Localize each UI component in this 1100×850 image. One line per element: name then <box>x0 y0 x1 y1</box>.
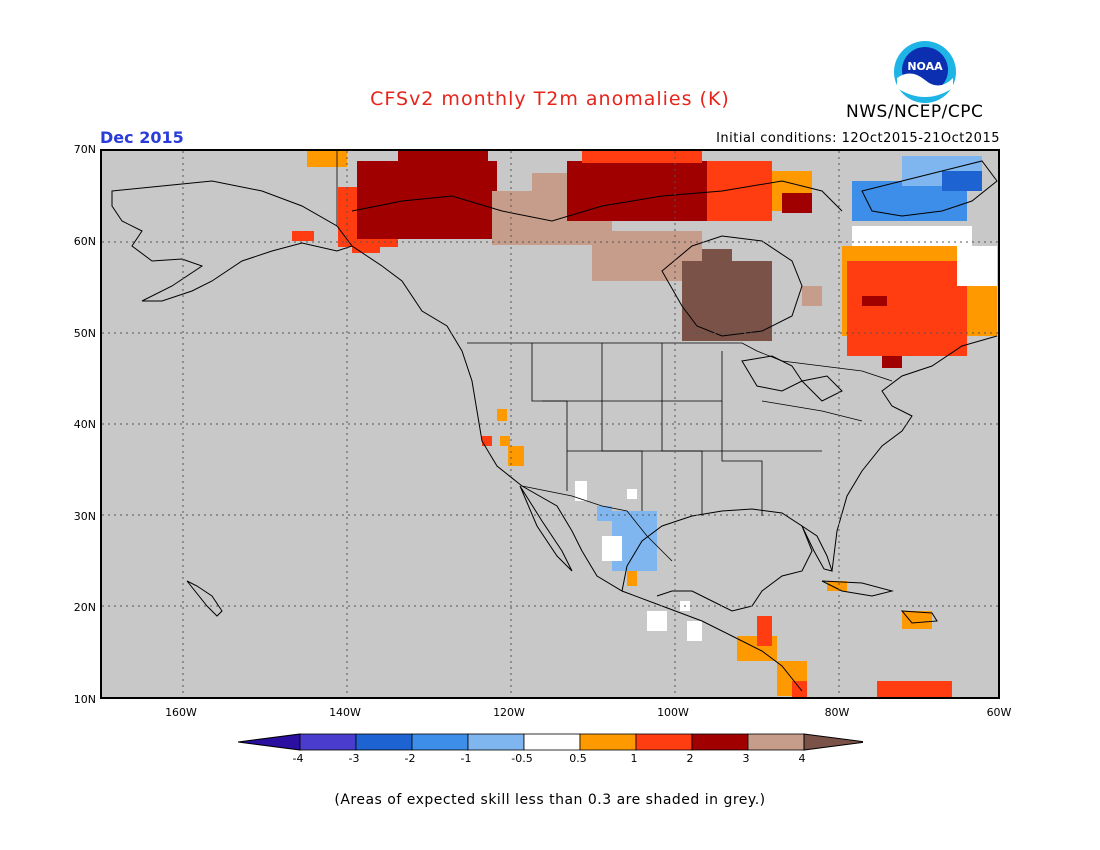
colorbar-swatch <box>523 733 581 751</box>
colorbar-label: -1 <box>460 752 472 765</box>
initial-conditions: Initial conditions: 12Oct2015-21Oct2015 <box>716 131 1000 146</box>
anomaly-cell <box>602 536 622 561</box>
anomaly-cell <box>882 356 902 368</box>
anomaly-cell <box>597 506 612 521</box>
anomaly-cell <box>757 616 772 646</box>
lon-label: 120W <box>493 706 525 719</box>
noaa-logo: NOAA <box>894 41 956 103</box>
anomaly-cell <box>687 621 702 641</box>
anomaly-cell <box>627 571 637 586</box>
target-month: Dec 2015 <box>100 128 184 147</box>
colorbar <box>238 733 863 751</box>
anomaly-cell <box>627 489 637 499</box>
anomaly-cell <box>292 231 314 241</box>
colorbar-label: 1 <box>630 752 638 765</box>
lat-label: 30N <box>73 510 96 523</box>
organization-label: NWS/NCEP/CPC <box>846 102 984 122</box>
colorbar-swatches <box>238 733 863 751</box>
anomaly-cell <box>782 193 812 213</box>
lat-label: 50N <box>73 327 96 340</box>
anomaly-cell <box>497 409 507 421</box>
colorbar-swatch <box>467 733 525 751</box>
colorbar-swatch <box>299 733 357 751</box>
anomaly-cell <box>682 261 772 341</box>
anomaly-map <box>100 149 1000 699</box>
anomaly-cell <box>702 249 732 269</box>
lat-label: 40N <box>73 418 96 431</box>
anomaly-cell <box>792 681 807 697</box>
anomaly-cell <box>508 446 524 466</box>
colorbar-label: -4 <box>292 752 304 765</box>
lon-label: 100W <box>657 706 689 719</box>
colorbar-label: 4 <box>798 752 806 765</box>
anomaly-cell <box>307 151 347 167</box>
colorbar-label: -0.5 <box>511 752 533 765</box>
graticule <box>102 151 998 697</box>
anomaly-cell <box>802 286 822 306</box>
colorbar-swatch <box>355 733 413 751</box>
lon-label: 60W <box>986 706 1012 719</box>
colorbar-swatch <box>411 733 469 751</box>
coastlines <box>111 160 998 692</box>
map-canvas <box>102 151 998 697</box>
anomaly-cell <box>847 261 967 356</box>
anomaly-cell <box>398 151 488 181</box>
anomaly-cell <box>482 436 492 446</box>
colorbar-label: 2 <box>686 752 694 765</box>
colorbar-swatch <box>579 733 637 751</box>
lon-label: 160W <box>165 706 197 719</box>
logo-text: NOAA <box>907 60 943 73</box>
anomaly-cell <box>827 581 847 591</box>
lat-label: 20N <box>73 601 96 614</box>
lat-label: 10N <box>73 693 96 706</box>
anomaly-cell <box>532 173 572 201</box>
anomaly-cell <box>500 436 510 446</box>
lat-label: 70N <box>73 143 96 156</box>
anomaly-cell <box>957 246 997 286</box>
colorbar-arrow-left <box>238 733 301 751</box>
lon-label: 80W <box>824 706 850 719</box>
map-title: CFSv2 monthly T2m anomalies (K) <box>370 88 730 110</box>
anomaly-cell <box>877 681 952 697</box>
political-boundaries <box>336 151 893 562</box>
anomaly-cell <box>352 239 380 253</box>
colorbar-label: -3 <box>348 752 360 765</box>
lon-label: 140W <box>329 706 361 719</box>
anomaly-cell <box>647 611 667 631</box>
colorbar-label: 3 <box>742 752 750 765</box>
colorbar-swatch <box>635 733 693 751</box>
colorbar-label: -2 <box>404 752 416 765</box>
anomaly-cell <box>942 171 982 191</box>
anomaly-cell <box>575 481 587 501</box>
colorbar-arrow-right <box>803 733 863 751</box>
colorbar-swatch <box>691 733 749 751</box>
anomaly-cell <box>902 611 932 629</box>
colorbar-label: 0.5 <box>569 752 587 765</box>
anomaly-cell <box>862 296 887 306</box>
anomaly-cell <box>582 151 702 163</box>
anomaly-shading <box>292 151 997 697</box>
footnote: (Areas of expected skill less than 0.3 a… <box>334 792 766 808</box>
colorbar-swatch <box>747 733 805 751</box>
lat-label: 60N <box>73 235 96 248</box>
